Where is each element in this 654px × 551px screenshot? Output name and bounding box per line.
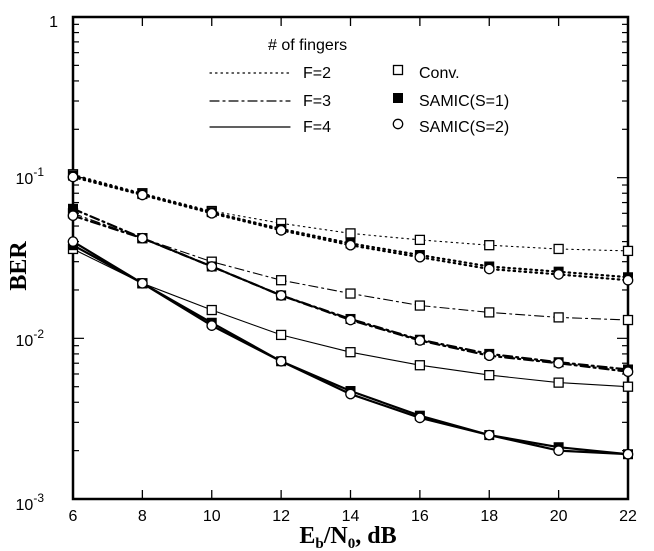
data-point [622, 314, 634, 326]
data-point [345, 228, 356, 239]
data-point [206, 207, 218, 219]
data-point [137, 189, 148, 201]
plot-frame [71, 15, 630, 501]
y-tick-base: 10 [16, 333, 34, 350]
x-title-sub-0: 0 [348, 536, 356, 551]
data-point [622, 366, 634, 378]
data-point [553, 357, 564, 369]
legend-title: # of fingers [268, 37, 347, 54]
x-tick-label: 6 [69, 508, 78, 525]
data-point [622, 274, 634, 286]
data-point [553, 312, 564, 323]
data-point [345, 239, 356, 251]
x-tick-label: 10 [203, 508, 221, 525]
data-point [484, 307, 495, 318]
x-tick-label: 16 [411, 508, 429, 525]
data-point [345, 314, 356, 326]
data-point [345, 347, 356, 358]
data-point [622, 381, 634, 392]
legend: # of fingers F=2 F=3 F=4 Conv. SAMIC(S=1) SAM… [209, 37, 509, 136]
data-point [275, 224, 287, 236]
axes-layer: 6 8 10 12 14 16 18 20 22 [69, 15, 637, 525]
x-tick-label: 20 [550, 508, 568, 525]
data-point [67, 171, 79, 183]
legend-marker-sample [393, 93, 403, 103]
legend-marker-sample [392, 64, 404, 76]
y-tick-exponent: -1 [33, 165, 44, 179]
x-tick-label: 18 [480, 508, 498, 525]
data-point [414, 300, 426, 311]
legend-line-label: F=4 [303, 119, 331, 136]
x-title-tail: , dB [355, 523, 396, 549]
series-line [71, 174, 630, 279]
data-point [483, 263, 495, 275]
data-point [414, 335, 426, 346]
data-point [414, 412, 426, 424]
legend-marker-label: SAMIC(S=2) [419, 119, 509, 136]
data-point [553, 445, 564, 456]
y-tick-base: 10 [16, 171, 34, 188]
data-point [275, 290, 287, 301]
data-point [206, 304, 217, 316]
data-point [622, 448, 634, 460]
legend-marker-sample [392, 118, 404, 130]
y-axis-title: BER [6, 241, 32, 291]
y-tick-exponent: -2 [33, 327, 44, 341]
x-axis-title: Eb/N0, dB [299, 523, 396, 551]
data-point [275, 275, 287, 286]
data-point [553, 243, 564, 255]
y-tick-label-1e-2: 10-2 [16, 327, 45, 350]
data-point [206, 261, 218, 272]
x-tick-label: 22 [619, 508, 637, 525]
legend-marker-label: SAMIC(S=1) [419, 93, 509, 110]
y-tick-base: 10 [16, 497, 34, 514]
data-point [484, 369, 495, 381]
series-markers [67, 169, 634, 460]
data-point [67, 210, 79, 222]
y-tick-label-1: 1 [49, 14, 58, 31]
y-tick-label-1e-3: 10-3 [16, 491, 45, 514]
x-tick-label: 12 [272, 508, 290, 525]
legend-marker-label: Conv. [419, 65, 460, 82]
data-point [414, 360, 426, 371]
data-point [345, 388, 356, 400]
data-point [137, 277, 148, 289]
series-line [71, 214, 630, 373]
legend-line-label: F=3 [303, 93, 331, 110]
data-point [483, 429, 495, 441]
data-point [553, 377, 564, 388]
x-title-slash-n: /N [323, 523, 349, 549]
x-tick-label: 8 [138, 508, 147, 525]
y-tick-exponent: -3 [33, 491, 44, 505]
data-point [483, 350, 495, 362]
data-point [67, 236, 79, 247]
data-point [275, 355, 287, 367]
y-tick-label-1e-1: 10-1 [16, 165, 45, 188]
x-tick-label: 14 [342, 508, 360, 525]
data-point [553, 269, 564, 280]
data-point [275, 329, 287, 341]
x-title-e: E [299, 523, 315, 549]
x-title-sub-b: b [315, 536, 323, 551]
legend-line-label: F=2 [303, 65, 331, 82]
data-point [414, 234, 426, 246]
data-point [137, 232, 148, 244]
data-point [206, 320, 218, 331]
data-point [622, 245, 634, 257]
data-point [484, 240, 495, 251]
data-point [414, 251, 426, 263]
data-point [345, 288, 356, 299]
